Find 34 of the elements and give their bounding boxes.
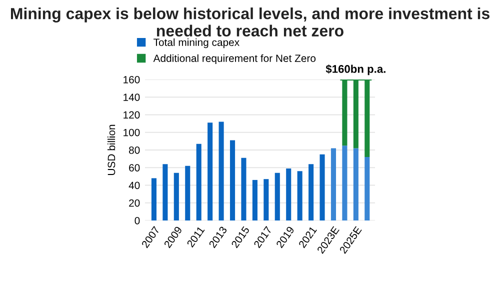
y-tick-label: 80	[129, 146, 140, 154]
y-tick-label: 120	[124, 111, 140, 119]
y-tick-label: 60	[129, 164, 140, 172]
bar	[218, 122, 224, 220]
bar	[330, 148, 336, 220]
legend-label: Total mining capex	[154, 38, 240, 48]
y-tick-label: 20	[129, 199, 140, 207]
bar	[342, 146, 348, 220]
bar	[208, 122, 213, 220]
y-tick-label: 100	[124, 128, 140, 136]
chart-title: Mining capex is below historical levels, and more investment is needed to reach net zero	[10, 8, 490, 37]
bar	[185, 166, 190, 220]
bar	[308, 164, 314, 220]
bar	[353, 148, 358, 220]
bar	[264, 179, 269, 220]
bar	[162, 164, 168, 220]
y-tick-label: 0	[134, 217, 140, 224]
bar	[230, 140, 236, 220]
legend-label: Additional requirement for Net Zero	[153, 54, 316, 64]
bar	[252, 180, 258, 220]
ref-line-label: $160bn p.a.	[326, 64, 386, 76]
y-tick-label: 40	[128, 182, 140, 190]
bar	[174, 172, 179, 220]
bar	[286, 168, 292, 220]
y-axis-title: USD billion	[107, 124, 116, 175]
bar	[241, 158, 246, 220]
bar	[297, 171, 302, 220]
y-tick-label: 140	[124, 94, 140, 101]
bar	[196, 144, 202, 220]
bar	[364, 157, 370, 220]
bar	[320, 154, 325, 220]
y-tick-label: 160	[124, 76, 140, 84]
bar	[151, 178, 156, 220]
bar	[274, 172, 280, 220]
